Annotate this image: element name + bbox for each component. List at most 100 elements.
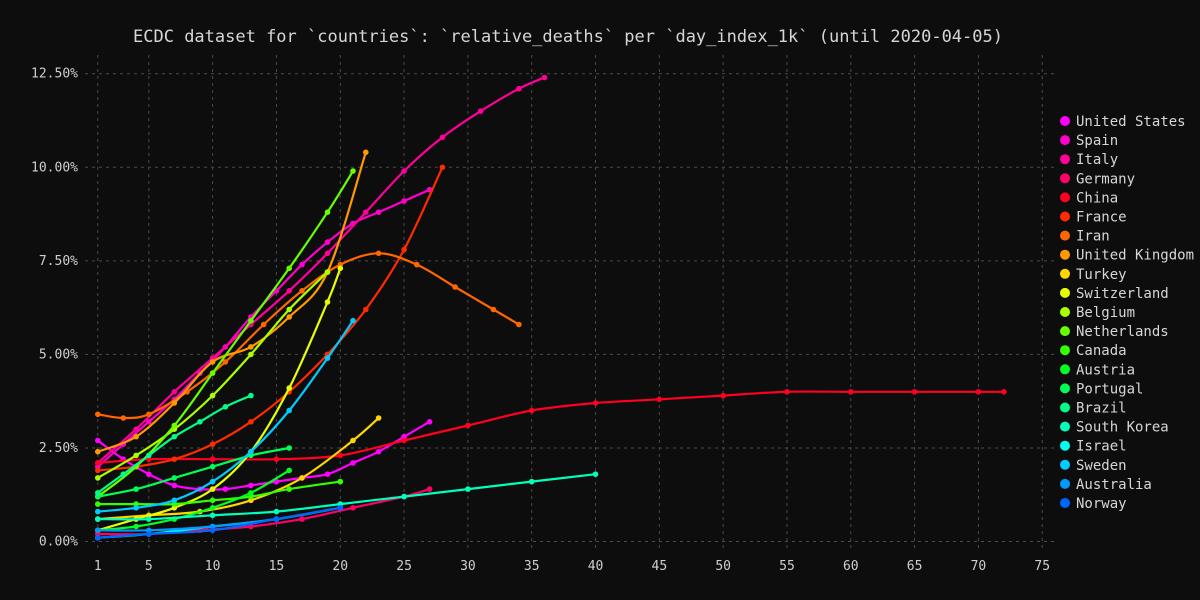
data-point — [95, 516, 101, 522]
data-point — [350, 505, 356, 511]
data-point — [975, 389, 982, 395]
data-point — [337, 478, 344, 485]
data-point — [375, 250, 382, 257]
data-point — [426, 486, 433, 492]
data-point — [95, 467, 101, 474]
legend-label: United Kingdom — [1076, 248, 1194, 264]
data-point — [375, 209, 382, 215]
x-tick-label: 25 — [396, 559, 412, 574]
series-line — [97, 390, 1004, 464]
legend-marker — [1060, 345, 1070, 356]
data-point — [273, 456, 280, 463]
y-tick-label: 5.00% — [39, 347, 78, 362]
data-point — [209, 527, 216, 534]
data-point — [299, 288, 305, 294]
legend-label: Brazil — [1076, 401, 1127, 417]
legend-marker — [1060, 287, 1070, 298]
data-point — [350, 460, 356, 466]
x-tick-label: 10 — [205, 559, 221, 574]
data-point — [324, 355, 331, 361]
legend-marker — [1060, 421, 1070, 432]
legend-label: United States — [1076, 114, 1186, 130]
data-point — [95, 411, 101, 418]
data-point — [286, 288, 293, 294]
data-point — [95, 501, 101, 507]
legend-marker — [1060, 249, 1070, 260]
x-tick-label: 65 — [907, 559, 923, 574]
data-point — [299, 475, 305, 481]
legend-item-sweden: Sweden — [1060, 458, 1127, 474]
data-point — [363, 306, 369, 313]
data-point — [477, 108, 484, 114]
data-point — [324, 250, 331, 257]
legend-marker — [1060, 326, 1070, 337]
x-tick-label: 40 — [588, 559, 604, 574]
series-line — [97, 320, 354, 513]
data-point — [209, 441, 216, 448]
data-point — [592, 471, 599, 478]
legend-label: Israel — [1076, 439, 1127, 455]
data-point — [133, 523, 139, 530]
series-norway — [95, 505, 344, 541]
data-point — [95, 460, 101, 466]
legend-label: France — [1076, 210, 1127, 226]
data-point — [465, 422, 471, 429]
data-point — [209, 505, 216, 511]
legend-marker — [1060, 135, 1070, 146]
x-tick-label: 50 — [715, 559, 731, 574]
legend-label: Portugal — [1076, 381, 1143, 397]
data-point — [171, 433, 178, 440]
data-point — [133, 486, 139, 492]
data-point — [720, 392, 726, 399]
data-point — [541, 74, 548, 81]
data-point — [209, 370, 216, 376]
data-point — [133, 426, 139, 433]
series-line — [97, 473, 596, 521]
series-line — [97, 267, 342, 532]
data-point — [273, 508, 280, 515]
data-point — [911, 389, 918, 395]
y-tick-label: 12.50% — [31, 67, 78, 82]
data-point — [260, 321, 267, 328]
legend-marker — [1060, 268, 1070, 279]
data-point — [146, 516, 152, 522]
legend-item-south-korea: South Korea — [1060, 420, 1169, 436]
data-point — [848, 389, 854, 395]
data-point — [516, 85, 522, 92]
data-point — [171, 422, 178, 429]
series-china — [95, 389, 1007, 466]
x-tick-label: 20 — [332, 559, 348, 574]
data-point — [1001, 389, 1007, 395]
y-tick-label: 0.00% — [39, 535, 78, 550]
data-point — [286, 306, 293, 313]
data-point — [337, 452, 344, 459]
legend-label: Australia — [1076, 477, 1152, 493]
data-point — [516, 321, 522, 328]
legend-label: Spain — [1076, 133, 1118, 149]
legend-item-switzerland: Switzerland — [1060, 286, 1169, 302]
data-point — [452, 284, 458, 290]
y-tick-label: 2.50% — [39, 441, 78, 456]
data-point — [171, 475, 178, 481]
legend-marker — [1060, 498, 1070, 508]
series-line — [97, 252, 520, 420]
legend-label: China — [1076, 190, 1118, 206]
data-point — [286, 314, 293, 320]
data-point — [350, 317, 356, 324]
data-point — [222, 486, 229, 492]
legend: United States Spain Italy Germany China Franc… — [1060, 114, 1194, 512]
legend-marker — [1060, 402, 1070, 413]
legend-marker — [1060, 230, 1070, 241]
series-united-kingdom — [95, 149, 369, 455]
legend-label: Sweden — [1076, 458, 1127, 474]
legend-marker — [1060, 383, 1070, 394]
data-point — [95, 508, 101, 515]
legend-item-brazil: Brazil — [1060, 401, 1127, 417]
data-point — [324, 239, 331, 245]
legend-item-france: France — [1060, 210, 1127, 226]
legend-label: Belgium — [1076, 305, 1135, 321]
series-italy — [95, 74, 548, 466]
data-point — [286, 407, 293, 414]
data-point — [133, 433, 139, 440]
